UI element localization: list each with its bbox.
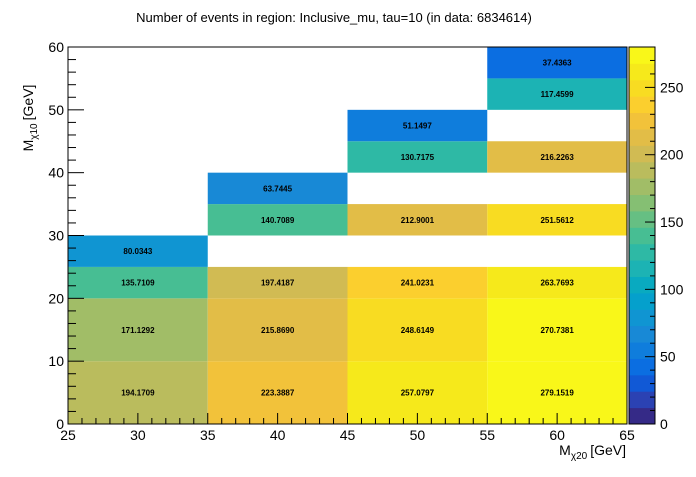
cell-label: 279.1519	[540, 389, 574, 398]
y-tick-label: 0	[56, 416, 64, 432]
colorbar-segment	[629, 128, 655, 146]
colorbar-segment	[629, 63, 655, 81]
heatmap-cell	[487, 298, 627, 362]
cell-label: 212.9001	[401, 216, 435, 225]
colorbar-segment	[629, 325, 655, 343]
y-tick-label: 30	[48, 228, 64, 244]
x-tick-label: 65	[619, 427, 635, 443]
heatmap-cell	[487, 78, 627, 110]
y-tick-label: 60	[48, 39, 64, 55]
heatmap-cell	[347, 266, 488, 299]
x-axis-label-unit: [GeV]	[590, 442, 626, 458]
colorbar: 0 50 100 150 200 250	[628, 46, 684, 432]
x-tick-label: 25	[60, 427, 76, 443]
heatmap-cell	[347, 204, 488, 236]
colorbar-segment	[629, 145, 655, 163]
cell-label: 215.8690	[261, 326, 295, 335]
y-tick-label: 20	[48, 290, 64, 306]
x-axis-label-sub: χ20	[571, 451, 588, 462]
colorbar-segment	[629, 407, 655, 425]
heatmap-cell	[68, 298, 208, 362]
y-tick-label: 10	[48, 353, 64, 369]
x-tick-label: 55	[479, 427, 495, 443]
heatmap-cell	[207, 204, 348, 236]
y-tick-label: 50	[48, 102, 64, 118]
colorbar-segment	[629, 276, 655, 294]
x-axis-label-main: M	[559, 442, 571, 458]
cell-label: 37.4363	[543, 59, 572, 68]
heatmap-cell	[207, 266, 348, 299]
colorbar-segment	[629, 194, 655, 212]
x-tick-label: 30	[130, 427, 146, 443]
colorbar-tick-label: 150	[660, 214, 684, 230]
colorbar-segment	[629, 260, 655, 277]
y-axis-label-main: M	[20, 140, 36, 152]
heatmap-cell	[347, 298, 488, 362]
x-tick-label: 40	[270, 427, 286, 443]
x-tick-label: 50	[410, 427, 426, 443]
x-tick-label: 60	[549, 427, 565, 443]
colorbar-segment	[629, 178, 655, 196]
colorbar-segment	[629, 374, 655, 392]
heatmap-cell	[207, 298, 348, 362]
cell-label: 216.2263	[540, 153, 574, 162]
colorbar-segment	[629, 342, 655, 359]
cell-label: 257.0797	[401, 389, 435, 398]
colorbar-tick-label: 250	[660, 79, 684, 95]
heatmap-cell	[68, 235, 208, 267]
cell-label: 135.7109	[121, 279, 155, 288]
y-axis-label: Mχ10 [GeV]	[20, 85, 40, 152]
y-axis-label-unit: [GeV]	[20, 85, 36, 121]
cell-label: 223.3887	[261, 389, 295, 398]
axes-layer: 25 30 35 40 45 50 55 60 65 0 10 20 30 40 50 60	[48, 39, 635, 443]
cell-label: 263.7693	[540, 279, 574, 288]
colorbar-segment	[629, 292, 655, 310]
cell-label: 63.7445	[263, 184, 292, 193]
cell-label: 130.7175	[401, 153, 435, 162]
cell-label: 117.4599	[541, 90, 574, 99]
heatmap-cell	[487, 47, 627, 79]
colorbar-segment	[629, 79, 655, 97]
heatmap-cell	[487, 204, 627, 236]
colorbar-tick-label: 50	[660, 349, 676, 365]
cell-label: 51.1497	[403, 122, 432, 131]
cell-label: 251.5612	[540, 216, 574, 225]
colorbar-segment	[629, 112, 655, 130]
colorbar-tick-label: 0	[660, 416, 668, 432]
colorbar-segment	[629, 391, 655, 409]
cell-label: 241.0231	[401, 279, 435, 288]
cell-label: 140.7089	[261, 216, 295, 225]
heatmap-cell	[68, 266, 208, 299]
colorbar-segment	[629, 243, 655, 261]
colorbar-tick-label: 200	[660, 147, 684, 163]
chart-title: Number of events in region: Inclusive_mu…	[136, 10, 532, 25]
y-axis-label-sub: χ10	[29, 123, 40, 140]
heatmap-cell	[487, 141, 627, 173]
colorbar-segment	[629, 161, 655, 179]
cell-label: 171.1292	[121, 326, 155, 335]
cell-label: 248.6149	[401, 326, 435, 335]
x-tick-label: 35	[200, 427, 216, 443]
colorbar-segment	[629, 96, 655, 114]
heatmap-cell	[347, 109, 488, 142]
heatmap-cell	[347, 141, 488, 173]
cell-label: 270.7381	[540, 326, 574, 335]
cells-layer: 194.1709 171.1292 135.7109 80.0343 223.3887 2…	[68, 47, 627, 424]
colorbar-tick-label: 100	[660, 281, 684, 297]
colorbar-segment	[629, 227, 655, 245]
heatmap-cell	[487, 266, 627, 299]
cell-label: 197.4187	[261, 279, 295, 288]
x-axis-label: Mχ20 [GeV]	[559, 442, 626, 462]
cell-label: 80.0343	[123, 247, 152, 256]
colorbar-segment	[629, 210, 655, 228]
heatmap-cell	[207, 172, 348, 205]
x-tick-label: 45	[340, 427, 356, 443]
colorbar-segment	[629, 47, 655, 64]
colorbar-segment	[629, 309, 655, 327]
y-tick-label: 40	[48, 165, 64, 181]
cell-label: 194.1709	[121, 389, 155, 398]
colorbar-segment	[629, 358, 655, 376]
